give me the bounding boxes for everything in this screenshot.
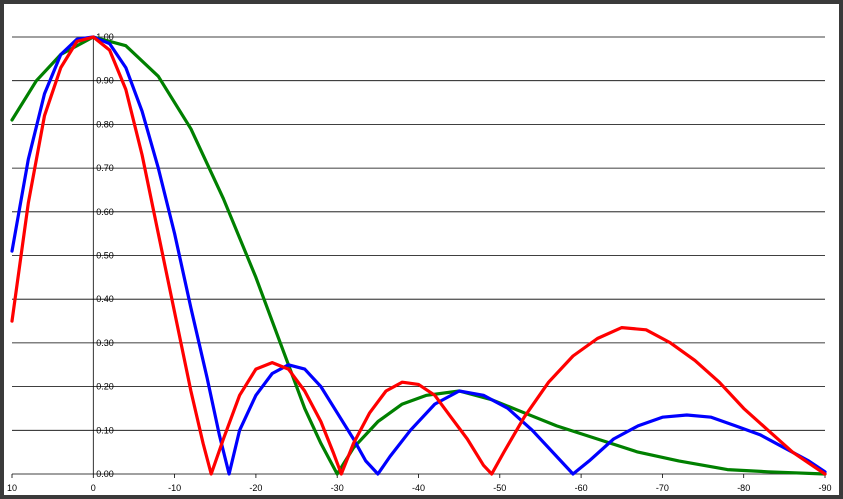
x-tick-label: 0	[91, 483, 96, 493]
y-tick-label: 1.00	[96, 32, 114, 42]
x-tick-label: -70	[656, 483, 669, 493]
series-line-3	[10, 35, 827, 476]
x-tick-label: -50	[493, 483, 506, 493]
y-tick-label: 0.50	[96, 251, 114, 261]
y-tick-label: 0.40	[96, 294, 114, 304]
y-tick-label: 0.60	[96, 207, 114, 217]
y-tick-label: 0.30	[96, 338, 114, 348]
x-tick-label: -40	[412, 483, 425, 493]
x-tick-label: -30	[331, 483, 344, 493]
y-tick-label: 0.90	[96, 76, 114, 86]
y-tick-label: 0.80	[96, 119, 114, 129]
x-tick-label: -90	[818, 483, 831, 493]
x-tick-label: -80	[737, 483, 750, 493]
x-tick-label: -20	[249, 483, 262, 493]
series-line-1	[10, 35, 827, 476]
y-tick-label: 0.20	[96, 382, 114, 392]
y-tick-label: 0.00	[96, 469, 114, 479]
series-line-2	[10, 35, 827, 476]
x-tick-label: 10	[7, 483, 17, 493]
y-tick-label: 0.10	[96, 425, 114, 435]
x-tick-label: -60	[575, 483, 588, 493]
y-tick-label: 0.70	[96, 163, 114, 173]
x-tick-label: -10	[168, 483, 181, 493]
